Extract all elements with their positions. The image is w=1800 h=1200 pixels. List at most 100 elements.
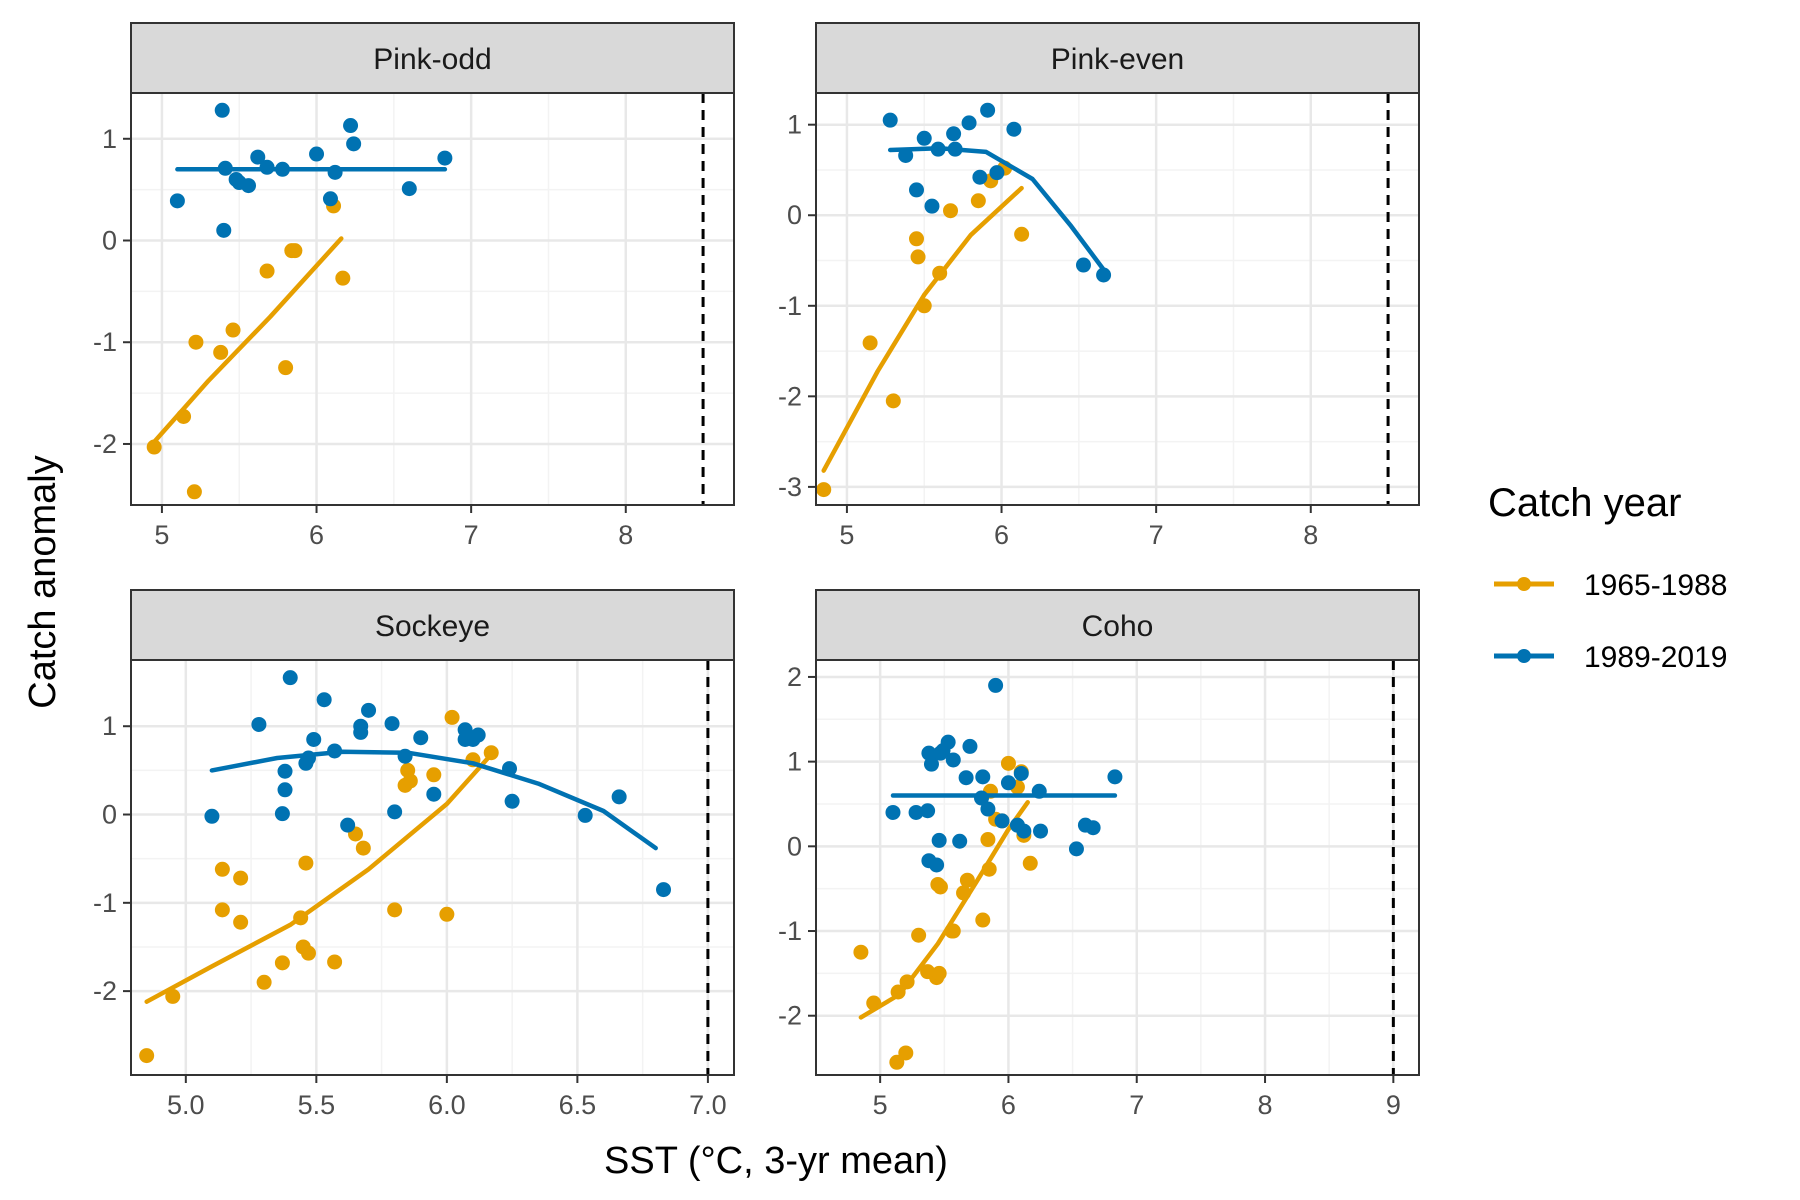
legend-label-1989-2019: 1989-2019 bbox=[1584, 641, 1727, 674]
legend-key-point-1989-2019 bbox=[1517, 649, 1531, 663]
data-point-1965-1988 bbox=[862, 335, 878, 351]
data-point-1989-2019 bbox=[401, 181, 417, 197]
data-point-1989-2019 bbox=[282, 670, 298, 686]
data-point-1965-1988 bbox=[188, 334, 204, 350]
panel-title: Pink-even bbox=[1051, 43, 1184, 76]
legend-key-point-1965-1988 bbox=[1517, 577, 1531, 591]
plot-background bbox=[816, 660, 1419, 1075]
y-tick-label: -2 bbox=[778, 1001, 802, 1031]
data-point-1989-2019 bbox=[923, 756, 939, 772]
legend-title: Catch year bbox=[1488, 481, 1681, 525]
panel-coho: Coho 5 6 7 8 9 -2 -1 0 1 2 bbox=[778, 589, 1420, 1120]
x-axis-title: SST (°C, 3-yr mean) bbox=[604, 1140, 948, 1182]
data-point-1989-2019 bbox=[952, 833, 968, 849]
data-point-1965-1988 bbox=[910, 249, 926, 265]
x-tick-label: 6 bbox=[1001, 1090, 1016, 1120]
data-point-1965-1988 bbox=[233, 914, 249, 930]
data-point-1965-1988 bbox=[301, 945, 317, 961]
y-tick-label: -2 bbox=[93, 429, 117, 459]
data-point-1989-2019 bbox=[1096, 267, 1112, 283]
data-point-1965-1988 bbox=[444, 709, 460, 725]
data-point-1965-1988 bbox=[233, 870, 249, 886]
panel-title: Sockeye bbox=[375, 610, 490, 643]
data-point-1965-1988 bbox=[335, 270, 351, 286]
data-point-1965-1988 bbox=[1014, 226, 1030, 242]
y-tick-label: 0 bbox=[102, 800, 117, 830]
data-point-1989-2019 bbox=[241, 178, 257, 194]
data-point-1965-1988 bbox=[256, 974, 272, 990]
data-point-1989-2019 bbox=[916, 130, 932, 146]
data-point-1989-2019 bbox=[1000, 775, 1016, 791]
data-point-1989-2019 bbox=[1016, 823, 1032, 839]
data-point-1965-1988 bbox=[225, 322, 241, 338]
x-tick-label: 6 bbox=[994, 520, 1009, 550]
data-point-1965-1988 bbox=[214, 902, 230, 918]
panel-sockeye: Sockeye 5.0 5.5 6.0 6.5 7.0 -2 -1 0 1 bbox=[93, 589, 735, 1120]
data-point-1989-2019 bbox=[972, 169, 988, 185]
x-tick-label: 7 bbox=[1129, 1090, 1144, 1120]
data-point-1989-2019 bbox=[1013, 765, 1029, 781]
y-tick-label: 1 bbox=[787, 110, 802, 140]
data-point-1989-2019 bbox=[962, 738, 978, 754]
x-tick-label: 8 bbox=[618, 520, 633, 550]
data-point-1989-2019 bbox=[1085, 820, 1101, 836]
plot-area: 5 6 7 8 -3 -2 -1 0 1 bbox=[778, 92, 1420, 550]
x-tick-label: 5 bbox=[154, 520, 169, 550]
data-point-1989-2019 bbox=[1068, 841, 1084, 857]
data-point-1965-1988 bbox=[816, 482, 832, 498]
data-point-1989-2019 bbox=[504, 793, 520, 809]
panel-pink-odd: Pink-odd 5 6 7 8 -2 -1 0 1 bbox=[93, 22, 735, 550]
x-tick-label: 8 bbox=[1303, 520, 1318, 550]
data-point-1965-1988 bbox=[980, 832, 996, 848]
data-point-1965-1988 bbox=[426, 767, 442, 783]
data-point-1965-1988 bbox=[943, 203, 959, 219]
data-point-1989-2019 bbox=[975, 769, 991, 785]
y-tick-label: 0 bbox=[787, 831, 802, 861]
data-point-1965-1988 bbox=[911, 927, 927, 943]
data-point-1989-2019 bbox=[920, 803, 936, 819]
data-point-1965-1988 bbox=[355, 840, 371, 856]
plot-area: 5.0 5.5 6.0 6.5 7.0 -2 -1 0 1 bbox=[93, 659, 735, 1120]
panel-strip bbox=[130, 589, 735, 661]
x-tick-label: 5 bbox=[873, 1090, 888, 1120]
data-point-1989-2019 bbox=[214, 102, 230, 118]
data-point-1989-2019 bbox=[413, 730, 429, 746]
data-point-1989-2019 bbox=[611, 789, 627, 805]
panel-strip bbox=[130, 22, 735, 94]
data-point-1965-1988 bbox=[214, 861, 230, 877]
data-point-1965-1988 bbox=[402, 773, 418, 789]
data-point-1989-2019 bbox=[980, 801, 996, 817]
data-point-1965-1988 bbox=[165, 988, 181, 1004]
data-point-1965-1988 bbox=[970, 193, 986, 209]
data-point-1989-2019 bbox=[387, 804, 403, 820]
data-point-1989-2019 bbox=[940, 734, 956, 750]
data-point-1965-1988 bbox=[259, 263, 275, 279]
fit-line-1989-2019 bbox=[887, 145, 1106, 272]
y-tick-label: 1 bbox=[102, 711, 117, 741]
y-tick-label: -2 bbox=[778, 381, 802, 411]
panel-title: Pink-odd bbox=[373, 43, 491, 76]
data-point-1965-1988 bbox=[889, 1054, 905, 1070]
data-point-1989-2019 bbox=[945, 752, 961, 768]
data-point-1989-2019 bbox=[924, 198, 940, 214]
data-point-1989-2019 bbox=[958, 770, 974, 786]
y-tick-label: -1 bbox=[93, 888, 117, 918]
data-point-1989-2019 bbox=[1006, 121, 1022, 137]
data-point-1965-1988 bbox=[278, 360, 294, 376]
plot-area: 5 6 7 8 -2 -1 0 1 bbox=[93, 92, 735, 550]
data-point-1989-2019 bbox=[882, 112, 898, 128]
data-point-1965-1988 bbox=[975, 912, 991, 928]
data-point-1965-1988 bbox=[387, 902, 403, 918]
x-tick-label: 9 bbox=[1386, 1090, 1401, 1120]
data-point-1989-2019 bbox=[316, 692, 332, 708]
data-point-1965-1988 bbox=[909, 231, 924, 247]
data-point-1965-1988 bbox=[853, 944, 869, 960]
data-point-1989-2019 bbox=[274, 806, 290, 822]
y-tick-label: 0 bbox=[787, 200, 802, 230]
data-point-1989-2019 bbox=[980, 102, 996, 118]
fit-line-1989-2019 bbox=[209, 749, 658, 851]
data-point-1965-1988 bbox=[1022, 855, 1038, 871]
data-point-1965-1988 bbox=[885, 393, 901, 409]
data-point-1989-2019 bbox=[250, 149, 266, 165]
